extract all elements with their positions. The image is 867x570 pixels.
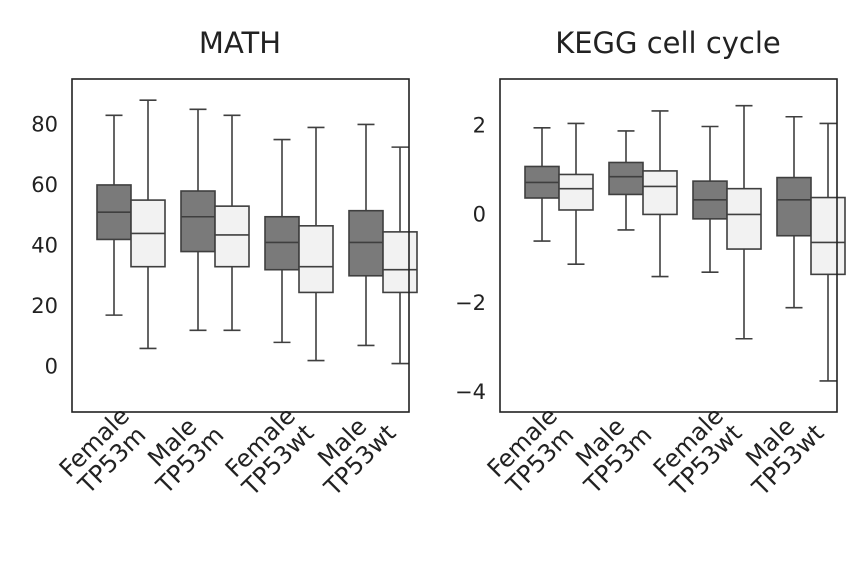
kegg-title: KEGG cell cycle bbox=[555, 26, 781, 60]
math-panel: MATH 0 20 40 60 80 FemaleTP53mMaleTP53mFemale… bbox=[31, 26, 418, 502]
y-tick-label-minus-4: −4 bbox=[455, 380, 486, 404]
x-tick-label-male-tp53wt: MaleTP53wt bbox=[728, 401, 829, 502]
y-tick-label-40: 40 bbox=[31, 234, 58, 258]
x-tick-label-male-tp53m: MaleTP53m bbox=[132, 403, 229, 500]
y-tick-label-0: 0 bbox=[45, 355, 58, 379]
box-3-light-iqr bbox=[298, 225, 334, 294]
x-tick-label-male-tp53m: MaleTP53m bbox=[560, 403, 657, 500]
box-2-light-iqr bbox=[642, 170, 678, 216]
math-title: MATH bbox=[199, 26, 281, 60]
x-tick-label-female-tp53wt: FemaleTP53wt bbox=[218, 401, 319, 502]
box-2-dark-iqr bbox=[180, 190, 216, 253]
y-tick-label-20: 20 bbox=[31, 294, 58, 318]
x-tick-label-female-tp53wt: FemaleTP53wt bbox=[646, 401, 747, 502]
x-tick-label-female-tp53m: FemaleTP53m bbox=[54, 402, 153, 501]
box-4-light-iqr bbox=[382, 231, 418, 294]
y-tick-label-0: 0 bbox=[473, 202, 486, 226]
plot-frame bbox=[71, 78, 410, 413]
x-tick-label-male-tp53wt: MaleTP53wt bbox=[300, 401, 401, 502]
kegg-cell-cycle-panel: KEGG cell cycle −4−202FemaleTP53mMaleTP5… bbox=[455, 26, 846, 502]
plot-frame bbox=[499, 78, 838, 413]
y-tick-label-minus-2: −2 bbox=[455, 291, 486, 315]
y-tick-label-60: 60 bbox=[31, 173, 58, 197]
y-tick-label-80: 80 bbox=[31, 112, 58, 136]
box-3-light-iqr bbox=[726, 187, 762, 250]
box-2-light-iqr bbox=[214, 205, 250, 268]
box-4-light-iqr bbox=[810, 196, 846, 276]
box-2-dark-iqr bbox=[608, 161, 644, 196]
y-tick-label-2: 2 bbox=[473, 114, 486, 138]
box-1-light-iqr bbox=[558, 173, 594, 211]
box-4-dark-iqr bbox=[776, 176, 812, 237]
x-tick-label-female-tp53m: FemaleTP53m bbox=[482, 402, 581, 501]
